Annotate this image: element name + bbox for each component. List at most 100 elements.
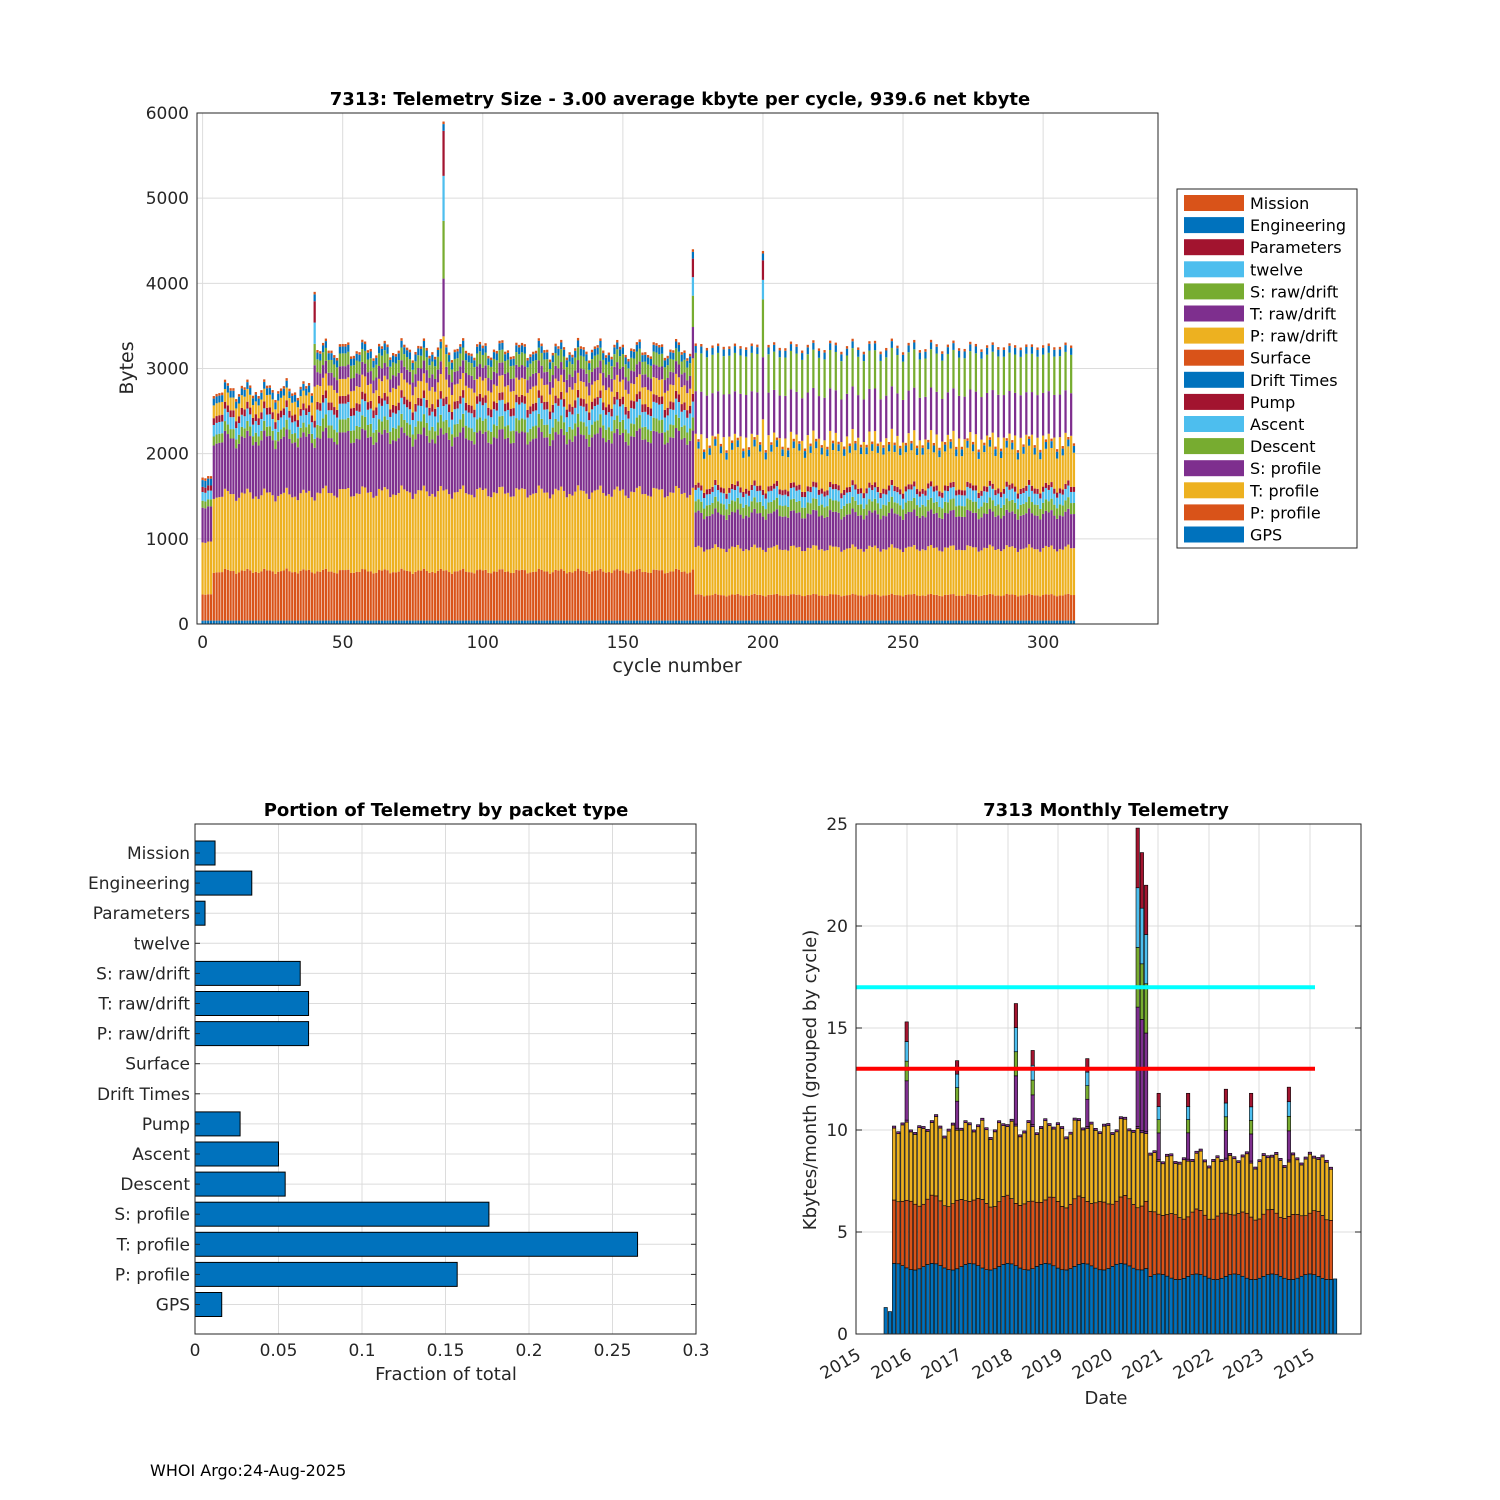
top-bar-segment xyxy=(669,437,672,493)
top-bar-segment xyxy=(731,440,734,443)
top-bar-segment xyxy=(708,595,711,621)
top-bar-segment xyxy=(742,620,745,624)
top-bar-segment xyxy=(534,425,538,439)
top-bar-segment xyxy=(218,395,221,403)
top-bar-segment xyxy=(733,391,737,434)
month-bar-segment xyxy=(1030,1094,1035,1125)
top-bar-segment xyxy=(462,347,465,361)
top-bar-segment xyxy=(459,419,462,433)
top-bar-segment xyxy=(582,356,585,370)
top-bar-segment xyxy=(1028,508,1031,545)
top-bar-segment xyxy=(960,550,963,596)
top-bar-segment xyxy=(1033,488,1036,494)
top-bar-segment xyxy=(523,620,526,624)
top-bar-segment xyxy=(265,570,269,621)
top-bar-segment xyxy=(218,433,221,443)
top-bar-segment xyxy=(991,342,994,345)
top-bar-segment xyxy=(576,620,580,624)
top-bar-segment xyxy=(952,430,955,482)
top-bar-segment xyxy=(1019,515,1022,550)
month-bar-segment xyxy=(1244,1151,1249,1155)
top-bar-segment xyxy=(893,513,896,548)
top-bar-segment xyxy=(711,486,714,492)
top-bar-segment xyxy=(980,397,983,440)
top-bar-segment xyxy=(543,350,546,353)
top-bar-segment xyxy=(901,519,905,552)
top-bar-segment xyxy=(997,437,1000,489)
top-bar-segment xyxy=(1016,459,1020,494)
top-bar-segment xyxy=(319,386,322,404)
top-bar-segment xyxy=(871,512,874,548)
top-bar-segment xyxy=(854,512,857,547)
month-bar-segment xyxy=(1160,1161,1165,1165)
top-bar-segment xyxy=(319,493,322,572)
top-bar-segment xyxy=(448,404,451,413)
top-bar-segment xyxy=(663,409,667,418)
month-bar-segment xyxy=(1018,1267,1023,1335)
top-bar-segment xyxy=(792,620,795,624)
top-bar-segment xyxy=(733,484,737,491)
top-bar-segment xyxy=(1022,514,1025,549)
top-bar-segment xyxy=(392,355,395,363)
top-bar-segment xyxy=(817,438,821,490)
month-ytick-label: 15 xyxy=(826,1019,848,1039)
top-bar-segment xyxy=(927,488,930,500)
top-bar-segment xyxy=(593,348,596,356)
top-bar-segment xyxy=(957,549,961,596)
top-bar-segment xyxy=(321,569,325,621)
top-bar-segment xyxy=(851,544,854,594)
top-bar-segment xyxy=(302,383,305,391)
top-bar-segment xyxy=(862,354,865,362)
top-bar-segment xyxy=(1013,435,1017,487)
top-bar-segment xyxy=(795,353,798,392)
month-bar-segment xyxy=(955,1087,960,1102)
top-bar-segment xyxy=(425,422,428,436)
top-bar-segment xyxy=(380,434,384,491)
top-bar-segment xyxy=(518,420,521,434)
top-bar-segment xyxy=(574,423,577,437)
top-bar-segment xyxy=(414,426,417,440)
top-bar-segment xyxy=(669,409,672,425)
top-bar-segment xyxy=(492,409,496,425)
top-bar-segment xyxy=(265,395,269,408)
month-bar-segment xyxy=(917,1127,922,1207)
top-bar-segment xyxy=(470,363,473,376)
top-bar-segment xyxy=(907,352,910,391)
top-bar-segment xyxy=(896,487,899,493)
top-bar-segment xyxy=(879,551,882,597)
top-bar-segment xyxy=(492,371,496,385)
top-bar-segment xyxy=(335,360,339,368)
top-bar-segment xyxy=(691,277,695,296)
top-bar-segment xyxy=(495,373,498,386)
top-bar-segment xyxy=(943,620,947,624)
top-bar-segment xyxy=(952,343,955,350)
top-bar-segment xyxy=(652,487,655,570)
top-bar-segment xyxy=(1039,498,1042,509)
top-bar-segment xyxy=(392,362,395,376)
top-bar-segment xyxy=(277,431,280,442)
top-bar-segment xyxy=(997,488,1000,494)
top-bar-segment xyxy=(551,362,554,376)
top-bar-segment xyxy=(602,359,605,373)
top-bar-segment xyxy=(700,391,703,435)
month-bar-segment xyxy=(1135,947,1140,1008)
top-bar-segment xyxy=(445,570,448,621)
top-bar-segment xyxy=(490,417,493,432)
top-bar-segment xyxy=(756,594,759,621)
month-bar-segment xyxy=(904,1021,909,1042)
top-bar-segment xyxy=(274,573,277,621)
top-bar-segment xyxy=(1016,450,1020,453)
month-bar-segment xyxy=(1060,1128,1065,1207)
top-bar-segment xyxy=(406,435,409,492)
top-bar-segment xyxy=(330,353,333,360)
top-bar-segment xyxy=(251,436,255,446)
top-bar-segment xyxy=(288,398,291,411)
top-bar-segment xyxy=(546,620,549,624)
top-bar-segment xyxy=(697,545,700,595)
top-bar-segment xyxy=(767,620,770,624)
month-bar-segment xyxy=(1177,1279,1182,1335)
top-bar-segment xyxy=(991,620,994,624)
month-xtick-label: 2018 xyxy=(969,1345,1016,1384)
top-bar-segment xyxy=(462,373,465,391)
top-bar-segment xyxy=(453,349,456,353)
